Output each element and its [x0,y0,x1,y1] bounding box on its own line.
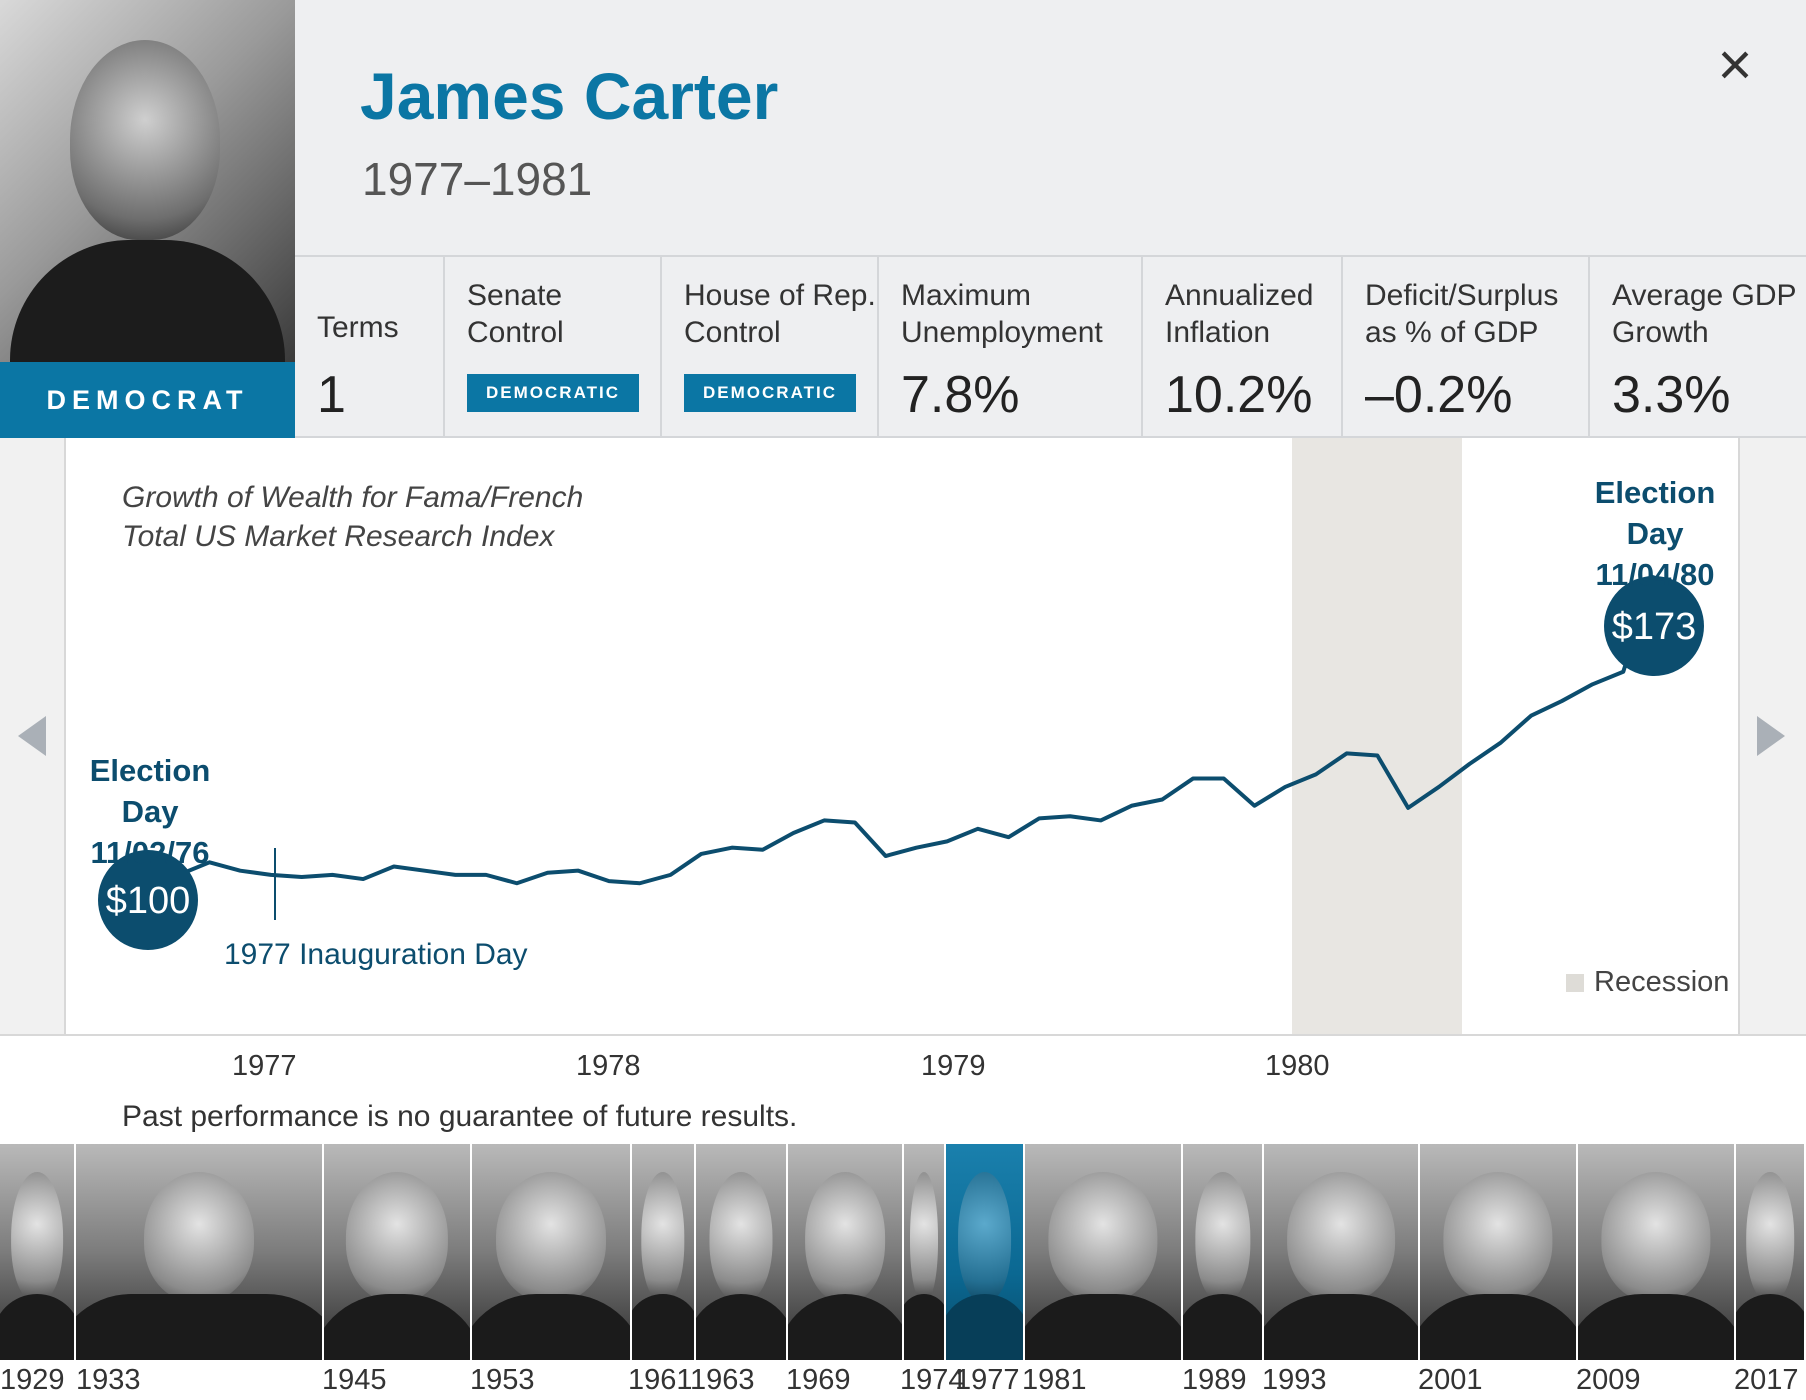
end-event-title: Election Day [1594,475,1716,551]
next-arrow-icon[interactable] [1757,716,1785,756]
stat-label: Maximum Unemployment [901,279,1103,349]
timeline-year[interactable]: 1993 [1262,1364,1327,1396]
stat-house-control: House of Rep. Control DEMOCRATIC [662,257,879,436]
timeline-year[interactable]: 1963 [690,1364,755,1396]
timeline-year[interactable]: 1961 [628,1364,693,1396]
president-thumbnail[interactable] [788,1144,904,1360]
timeline-year[interactable]: 1933 [76,1364,141,1396]
start-event-date: 11/02/76 [90,835,210,870]
president-thumbnail[interactable] [1420,1144,1578,1360]
end-value-label: $173 [1612,606,1697,648]
party-label: DEMOCRAT [0,362,295,438]
president-thumbnail[interactable] [1736,1144,1806,1360]
start-value-circle [98,850,198,950]
timeline-year[interactable]: 1953 [470,1364,535,1396]
stat-max-unemployment: Maximum Unemployment 7.8% [879,257,1143,436]
stat-senate-control: Senate Control DEMOCRATIC [445,257,662,436]
stat-value: –0.2% [1365,366,1513,424]
president-thumbnail[interactable] [696,1144,788,1360]
timeline-year[interactable]: 1989 [1182,1364,1247,1396]
president-thumbnail[interactable] [1264,1144,1420,1360]
timeline-year[interactable]: 2009 [1576,1364,1641,1396]
timeline-year[interactable]: 2001 [1418,1364,1483,1396]
president-years: 1977–1981 [362,153,593,205]
status-badge: DEMOCRATIC [467,374,639,412]
stat-value: 10.2% [1165,366,1313,424]
stat-label: House of Rep. Control [684,279,876,349]
timeline-year[interactable]: 2017 [1734,1364,1799,1396]
end-event-label: Election Day 11/04/80 [1570,472,1740,595]
chart-panel [0,438,1806,1034]
axis-line [0,1034,1806,1036]
stat-annualized-inflation: Annualized Inflation 10.2% [1143,257,1343,436]
end-event-date: 11/04/80 [1595,557,1715,592]
stat-average-gdp-growth: Average GDP Growth 3.3% [1590,257,1806,436]
disclaimer-text: Past performance is no guarantee of futu… [122,1100,798,1133]
x-tick-label: 1978 [576,1050,641,1082]
president-thumbnail[interactable] [1025,1144,1183,1360]
timeline-year[interactable]: 1981 [1022,1364,1087,1396]
x-tick-label: 1980 [1265,1050,1330,1082]
stat-terms: Terms 1 [295,257,445,436]
president-portrait [0,0,295,362]
chart-subtitle: Growth of Wealth for Fama/French Total U… [122,481,584,553]
recession-band [1292,438,1462,1034]
president-thumbnail[interactable] [904,1144,946,1360]
stat-value: 7.8% [901,366,1020,424]
stat-value: 1 [317,366,346,424]
president-thumbnail[interactable] [632,1144,696,1360]
stats-bar: Terms 1 Senate Control DEMOCRATIC House … [295,255,1806,438]
president-thumbnail[interactable] [472,1144,632,1360]
timeline-year[interactable]: 1969 [786,1364,851,1396]
president-thumbnail[interactable] [0,1144,76,1360]
growth-line [147,574,1656,886]
previous-arrow-icon[interactable] [18,716,46,756]
stat-label: Annualized Inflation [1165,279,1314,349]
stat-label: Deficit/Surplus as % of GDP [1365,279,1559,349]
stat-label: Terms [317,311,399,344]
recession-swatch [1566,973,1584,992]
growth-chart: $100 $173 [98,574,1704,950]
timeline-year[interactable]: 1977 [955,1364,1020,1396]
start-event-title: Election Day [89,753,211,829]
header-panel [295,0,1806,255]
stat-label: Senate Control [467,279,564,349]
inauguration-label: 1977 Inauguration Day [224,938,528,971]
start-value-label: $100 [106,880,191,922]
president-thumbnail[interactable] [324,1144,472,1360]
status-badge: DEMOCRATIC [684,374,856,412]
start-event-label: Election Day 11/02/76 [70,750,230,873]
legend-label: Recession [1594,966,1730,998]
x-tick-label: 1979 [921,1050,986,1082]
stat-deficit-surplus: Deficit/Surplus as % of GDP –0.2% [1343,257,1590,436]
chart-legend: Recession [1566,966,1729,999]
close-icon[interactable]: × [1717,31,1753,98]
stat-value: 3.3% [1612,366,1731,424]
president-thumbnail[interactable] [1578,1144,1736,1360]
president-thumbnail[interactable] [76,1144,324,1360]
stat-label: Average GDP Growth [1612,279,1797,349]
timeline-year[interactable]: 1929 [0,1364,65,1396]
x-tick-label: 1977 [232,1050,297,1082]
president-thumbnail[interactable] [1183,1144,1264,1360]
timeline-year[interactable]: 1945 [322,1364,387,1396]
timeline-year[interactable]: 1974 [900,1364,965,1396]
president-timeline [0,1144,1806,1360]
president-name: James Carter [360,59,779,133]
president-thumbnail[interactable] [946,1144,1025,1360]
end-value-circle [1604,576,1704,676]
